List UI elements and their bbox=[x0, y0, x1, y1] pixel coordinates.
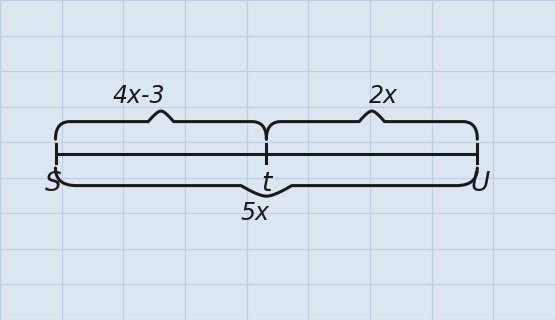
Text: 2x: 2x bbox=[369, 84, 397, 108]
Text: 4x-3: 4x-3 bbox=[113, 84, 165, 108]
Text: 5x: 5x bbox=[241, 202, 270, 226]
Text: S: S bbox=[44, 171, 61, 197]
Text: U: U bbox=[471, 171, 490, 197]
Text: t: t bbox=[261, 171, 271, 197]
